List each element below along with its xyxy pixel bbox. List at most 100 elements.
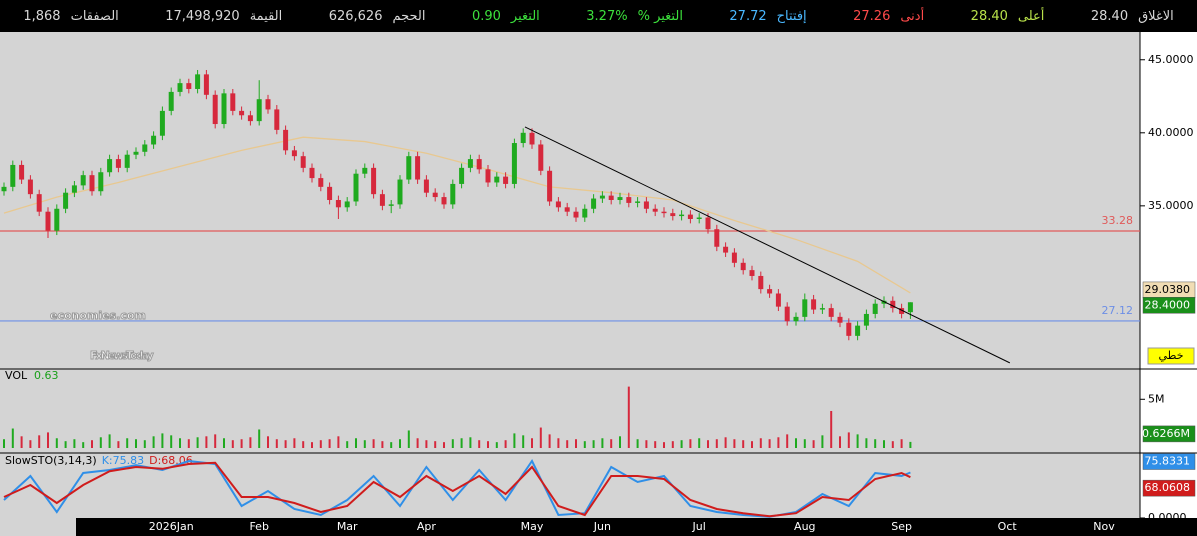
- volume-bar: [425, 440, 428, 448]
- volume-bar: [240, 439, 243, 448]
- volume-bar: [416, 438, 419, 448]
- stat: الاغلاق 28.40: [1091, 9, 1174, 24]
- stat-label: الحجم: [392, 8, 426, 24]
- volume-bar: [11, 428, 14, 448]
- candle-body: [494, 176, 500, 183]
- volume-bar: [196, 437, 199, 448]
- panel-title: VOL: [5, 369, 28, 382]
- stat: أعلى 28.40: [971, 9, 1045, 24]
- stoch-line: [3, 461, 911, 518]
- volume-bar: [399, 439, 401, 448]
- volume-bar: [856, 434, 859, 448]
- y-tick-label: 0.0000: [1148, 511, 1187, 524]
- trendline: [524, 126, 1011, 364]
- volume-bar: [355, 438, 357, 448]
- candle-body: [432, 192, 438, 198]
- candle-body: [71, 185, 77, 193]
- candle-body: [362, 167, 368, 174]
- volume-bar: [487, 441, 489, 448]
- candle-body: [177, 83, 183, 92]
- x-tick-label: Feb: [249, 520, 268, 533]
- volume-bar: [522, 435, 525, 448]
- volume-bar: [865, 438, 868, 448]
- candle-body: [511, 143, 517, 184]
- candle-body: [679, 214, 685, 217]
- stat: الحجم 626,626: [329, 9, 426, 24]
- candle-body: [344, 201, 350, 208]
- candle-body: [230, 93, 236, 111]
- volume-bar: [469, 437, 472, 448]
- candle-body: [415, 156, 421, 180]
- volume-bar: [451, 439, 454, 448]
- volume-bar: [319, 440, 322, 448]
- volume-bar: [64, 441, 67, 448]
- candle-body: [485, 169, 491, 183]
- time-axis-bg: [76, 518, 1197, 536]
- stoch-value-label-box: [1142, 453, 1196, 470]
- volume-bar: [803, 439, 806, 448]
- volume-bar: [3, 439, 5, 448]
- stat: أدنى 27.26: [853, 9, 924, 24]
- stat-label: أدنى: [900, 8, 925, 24]
- volume-bar: [267, 436, 269, 448]
- candle-body: [221, 93, 227, 125]
- candle-body: [54, 208, 60, 231]
- volume-bar: [20, 436, 23, 448]
- volume-bar: [311, 442, 313, 448]
- candle-body: [450, 183, 456, 205]
- volume-bar: [759, 438, 762, 448]
- volume-bar: [293, 438, 296, 448]
- volume-bar: [883, 440, 885, 448]
- candle-body: [863, 313, 869, 326]
- volume-bar: [812, 440, 815, 448]
- stat-label: الاغلاق: [1138, 8, 1174, 24]
- volume-bar: [786, 434, 789, 448]
- volume-value-label: 0.6266M: [1142, 427, 1190, 440]
- candle-body: [670, 213, 676, 217]
- candle-body: [573, 211, 579, 218]
- candle-body: [45, 211, 51, 231]
- x-tick-label: Aug: [794, 520, 815, 533]
- volume-bar: [231, 440, 234, 448]
- volume-bar: [407, 430, 410, 448]
- volume-bar: [205, 436, 208, 448]
- volume-bar: [135, 439, 137, 448]
- volume-value-label-box: [1142, 425, 1196, 443]
- stat: الصفقات 1,868: [23, 9, 118, 24]
- candle-body: [142, 144, 148, 152]
- candle-body: [115, 159, 121, 168]
- x-tick-label: Jun: [593, 520, 611, 533]
- level-label: 33.28: [1102, 214, 1134, 227]
- candle-body: [608, 195, 614, 200]
- candle-body: [353, 173, 359, 202]
- candle-body: [247, 115, 253, 122]
- volume-bar: [170, 435, 173, 448]
- volume-bar: [689, 439, 692, 448]
- volume-bar: [539, 427, 542, 448]
- candle-body: [837, 316, 843, 323]
- tool-button-bg: [1147, 347, 1195, 365]
- candle-body: [714, 229, 720, 247]
- volume-bar: [619, 436, 621, 448]
- candle-body: [423, 179, 429, 193]
- stoch-value-label: 75.8331: [1145, 455, 1191, 468]
- volume-bar: [38, 435, 41, 448]
- volume-bar: [302, 441, 305, 448]
- volume-bar: [284, 440, 287, 448]
- volume-bar: [531, 438, 533, 448]
- volume-bar: [751, 441, 753, 448]
- volume-bar: [187, 439, 190, 448]
- volume-bar: [223, 438, 225, 448]
- volume-bar: [275, 439, 278, 448]
- candle-body: [740, 262, 746, 271]
- candle-body: [63, 192, 69, 209]
- stat-value: 626,626: [328, 8, 383, 24]
- stat-label: أعلى: [1017, 8, 1045, 24]
- candle-body: [599, 195, 605, 199]
- y-tick-label: 45.0000: [1148, 53, 1194, 66]
- candle-body: [696, 217, 702, 219]
- volume-bar: [900, 439, 903, 448]
- volume-bar: [117, 441, 120, 448]
- candle-body: [159, 110, 165, 136]
